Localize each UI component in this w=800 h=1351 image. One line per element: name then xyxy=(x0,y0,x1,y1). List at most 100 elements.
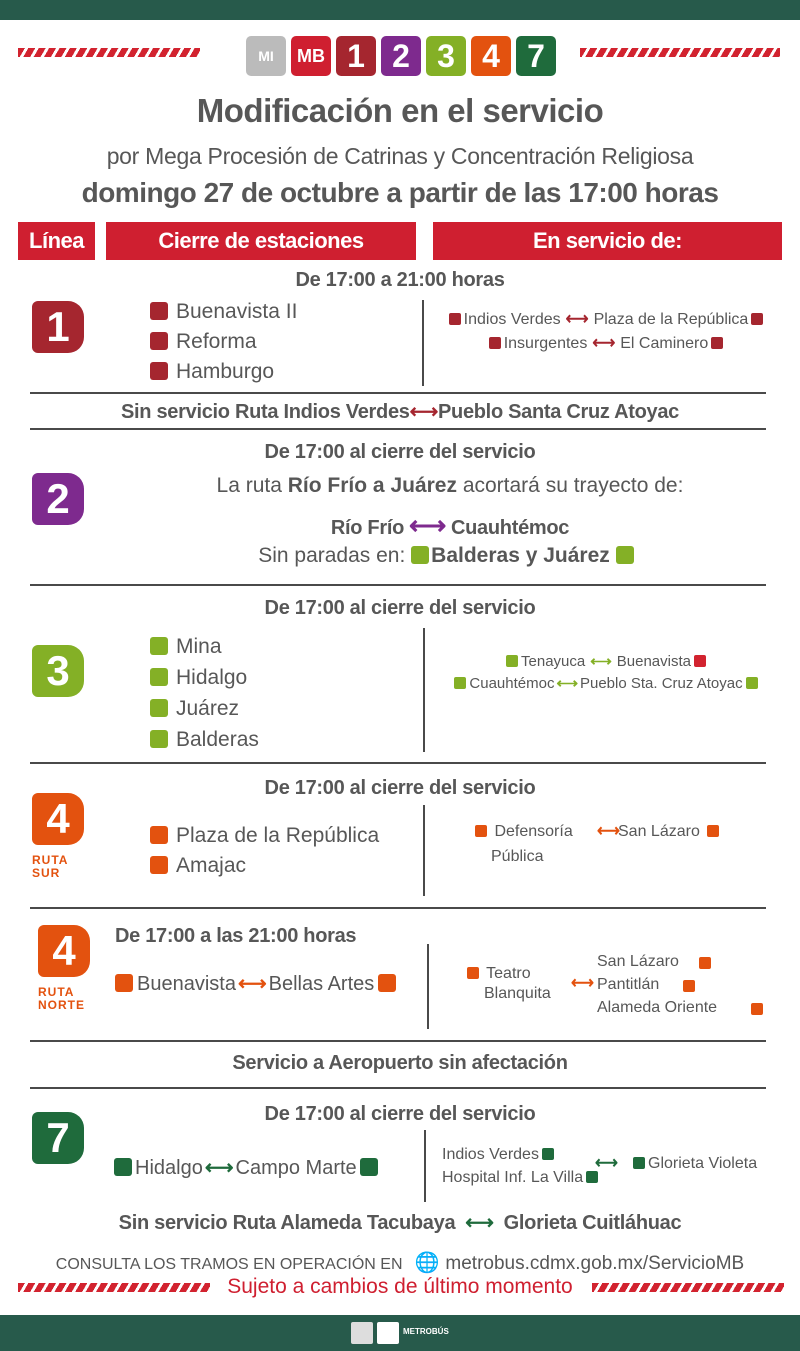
brand-name: METROBÚS xyxy=(403,1327,449,1336)
service-from: Defensoría xyxy=(472,821,573,843)
service-from-2: Blanquita xyxy=(484,985,551,1002)
line4-sur-badge: 4 xyxy=(32,793,84,845)
station-icon xyxy=(454,677,467,689)
line1-note: Sin servicio Ruta Indios VerdesPueblo Sa… xyxy=(0,399,800,424)
line4n-route: BuenavistaBellas Artes xyxy=(115,971,397,997)
line2-description: La ruta Río Frío a Juárez acortará su tr… xyxy=(216,474,684,497)
divider xyxy=(30,907,766,909)
service-from: Indios Verdes xyxy=(442,1144,557,1166)
station-icon xyxy=(751,1003,763,1015)
service-to: Alameda Oriente xyxy=(597,999,718,1016)
line-7-logo: 7 xyxy=(516,36,556,76)
line4n-time: De 17:00 a las 21:00 horas xyxy=(115,925,357,947)
station-icon xyxy=(711,337,724,349)
page-title: Modificación en el servicio xyxy=(196,92,604,129)
cdmx-logo: MI xyxy=(246,36,286,76)
arrow-icon xyxy=(238,971,267,997)
line2-no-stops: Sin paradas en: Balderas y Juárez xyxy=(100,544,800,568)
service-route: CuauhtémocPueblo Sta. Cruz Atoyac xyxy=(425,673,787,695)
aeropuerto-note: Servicio a Aeropuerto sin afectación xyxy=(232,1052,568,1074)
line4-norte-badge: 4 xyxy=(38,925,90,977)
arrow-icon xyxy=(566,309,589,331)
station-icon xyxy=(150,637,168,655)
divider xyxy=(30,1040,766,1042)
ruta-label: RUTA xyxy=(38,985,75,999)
arrow-icon xyxy=(592,333,615,355)
line2-badge: 2 xyxy=(32,473,84,525)
header-cierre: Cierre de estaciones xyxy=(106,222,416,260)
station-icon xyxy=(707,825,720,837)
line3-badge: 3 xyxy=(32,645,84,697)
station-item: Reforma xyxy=(150,329,257,355)
divider xyxy=(422,300,424,386)
line2-route: Río FríoCuauhtémoc xyxy=(100,510,800,541)
divider xyxy=(30,762,766,764)
station-item: Hamburgo xyxy=(150,359,274,385)
date-line: domingo 27 de octubre a partir de las 17… xyxy=(81,177,719,208)
line7-badge: 7 xyxy=(32,1112,84,1164)
station-icon xyxy=(150,362,168,380)
service-route: InsurgentesEl Caminero xyxy=(425,333,787,355)
service-route: TenayucaBuenavista xyxy=(425,651,787,673)
station-icon xyxy=(150,332,168,350)
subtitle: por Mega Procesión de Catrinas y Concent… xyxy=(106,143,694,169)
line7-time: De 17:00 al cierre del servicio xyxy=(264,1103,536,1125)
consulta-line: CONSULTA LOS TRAMOS EN OPERACIÓN EN 🌐 metr… xyxy=(55,1252,745,1274)
service-to: San Lázaro xyxy=(597,953,679,970)
website-link[interactable]: metrobus.cdmx.gob.mx/ServicioMB xyxy=(445,1253,745,1274)
globe-icon: 🌐 xyxy=(414,1252,440,1274)
station-icon xyxy=(378,974,397,992)
station-item: Balderas xyxy=(150,727,259,753)
arrow-icon xyxy=(465,1210,493,1235)
line-2-logo: 2 xyxy=(381,36,421,76)
line1-badge: 1 xyxy=(32,301,84,353)
station-item: Plaza de la República xyxy=(150,823,379,849)
station-icon xyxy=(467,967,479,979)
station-icon xyxy=(745,677,758,689)
line2-time: De 17:00 al cierre del servicio xyxy=(264,441,536,463)
arrow-icon xyxy=(566,973,599,995)
line-1-logo: 1 xyxy=(336,36,376,76)
metrobus-logo xyxy=(377,1322,399,1344)
stripe-decoration xyxy=(18,48,200,57)
top-bar xyxy=(0,0,800,20)
station-icon xyxy=(615,546,634,564)
arrow-icon xyxy=(590,1153,623,1175)
station-icon xyxy=(359,1158,378,1176)
line-4-logo: 4 xyxy=(471,36,511,76)
station-icon xyxy=(115,974,133,992)
ruta-name: SUR xyxy=(32,866,61,880)
station-icon xyxy=(488,337,501,349)
footer-bar: METROBÚS xyxy=(0,1315,800,1351)
station-icon xyxy=(475,825,487,837)
line3-time: De 17:00 al cierre del servicio xyxy=(264,597,536,619)
divider xyxy=(30,1087,766,1089)
station-icon xyxy=(150,699,168,717)
service-from: Teatro xyxy=(464,963,531,985)
station-icon xyxy=(541,1148,554,1160)
ruta-name: NORTE xyxy=(38,998,85,1012)
metrobus-logo: MB xyxy=(291,36,331,76)
station-icon xyxy=(699,957,711,969)
service-to: Glorieta Violeta xyxy=(630,1153,757,1175)
arrow-icon xyxy=(556,673,578,695)
divider xyxy=(30,584,766,586)
station-item: Juárez xyxy=(150,696,239,722)
station-icon xyxy=(150,668,168,686)
station-icon xyxy=(114,1158,132,1176)
station-icon xyxy=(150,856,168,874)
station-icon xyxy=(411,546,430,564)
service-to: San Lázaro xyxy=(618,821,722,843)
station-icon xyxy=(448,313,461,325)
cdmx-logo xyxy=(351,1322,373,1344)
divider xyxy=(427,944,429,1029)
service-from-2: Pública xyxy=(491,848,544,865)
station-item: Amajac xyxy=(150,853,246,879)
divider xyxy=(30,392,766,394)
station-icon xyxy=(506,655,519,667)
station-icon xyxy=(150,826,168,844)
arrow-icon xyxy=(205,1155,234,1181)
line7-note: Sin servicio Ruta Alameda TacubayaGlorie… xyxy=(0,1210,800,1235)
ruta-label: RUTA xyxy=(32,853,69,867)
stripe-decoration xyxy=(580,48,780,57)
